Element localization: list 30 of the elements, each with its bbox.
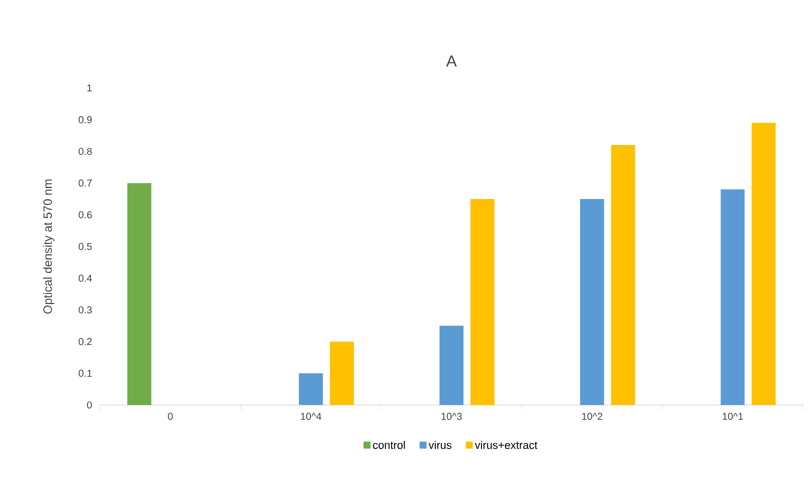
x-tick-label: 10^4 (300, 412, 322, 420)
legend-label: virus (428, 440, 452, 449)
legend-label: control (373, 440, 405, 449)
x-tick-label: 10^2 (582, 412, 602, 420)
bar (330, 342, 354, 405)
y-tick-label: 0.4 (78, 274, 92, 282)
x-tick-label: 0 (168, 412, 173, 420)
y-tick-label: 0.3 (78, 306, 92, 314)
x-tick-label: 10^3 (442, 412, 462, 420)
chart-title: A (446, 55, 457, 66)
y-tick-label: 0.6 (78, 211, 92, 218)
y-tick-label: 0 (87, 401, 92, 409)
bar (298, 373, 323, 405)
y-tick-label: 0.8 (78, 148, 92, 155)
bar (580, 198, 604, 405)
y-tick-label: 0.7 (78, 180, 92, 187)
bar (720, 189, 745, 405)
y-tick-label: 1 (87, 84, 92, 92)
bar (752, 122, 776, 405)
bar (127, 183, 152, 405)
bar (440, 326, 464, 405)
y-tick-label: 0.9 (78, 116, 92, 124)
y-tick-label: 0.1 (78, 370, 92, 377)
x-tick-label: 10^1 (722, 412, 743, 420)
bar (611, 145, 636, 405)
bar (470, 198, 494, 405)
legend-label: virus+extract (474, 440, 538, 449)
y-tick-label: 0.5 (78, 242, 92, 250)
y-axis-title: Optical density at 570 nm (43, 180, 54, 314)
y-tick-label: 0.2 (78, 338, 92, 346)
